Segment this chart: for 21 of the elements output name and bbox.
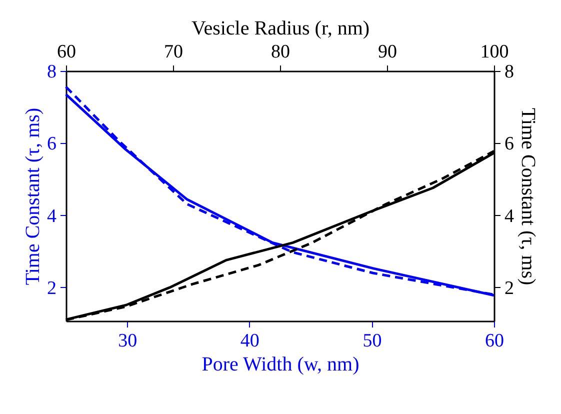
y-tick-label: 6 — [47, 134, 56, 155]
y-axis-title: Time Constant (τ, ms) — [22, 108, 44, 286]
y-tick-label: 8 — [47, 62, 56, 82]
x-tick-label: 30 — [118, 330, 138, 352]
x-axis-title: Pore Width (w, nm) — [202, 354, 360, 376]
y-tick-label: 2 — [47, 278, 56, 299]
x2-tick-label: 70 — [164, 42, 183, 62]
y2-tick-label: 8 — [504, 62, 514, 82]
y2-axis-title: Time Constant (τ, ms) — [517, 108, 539, 286]
x-tick-label: 50 — [362, 330, 382, 352]
y-tick-label: 4 — [47, 206, 57, 227]
x-tick-label: 60 — [485, 330, 504, 352]
x2-axis-title: Vesicle Radius (r, nm) — [191, 18, 370, 40]
y2-tick-label: 4 — [504, 206, 514, 227]
y2-tick-label: 6 — [504, 134, 514, 155]
x2-tick-label: 90 — [378, 42, 397, 62]
x2-tick-label: 60 — [57, 42, 76, 62]
x-tick-label: 40 — [240, 330, 260, 352]
x2-tick-label: 100 — [480, 42, 509, 62]
x2-tick-label: 80 — [271, 42, 290, 62]
y2-tick-label: 2 — [504, 278, 514, 299]
